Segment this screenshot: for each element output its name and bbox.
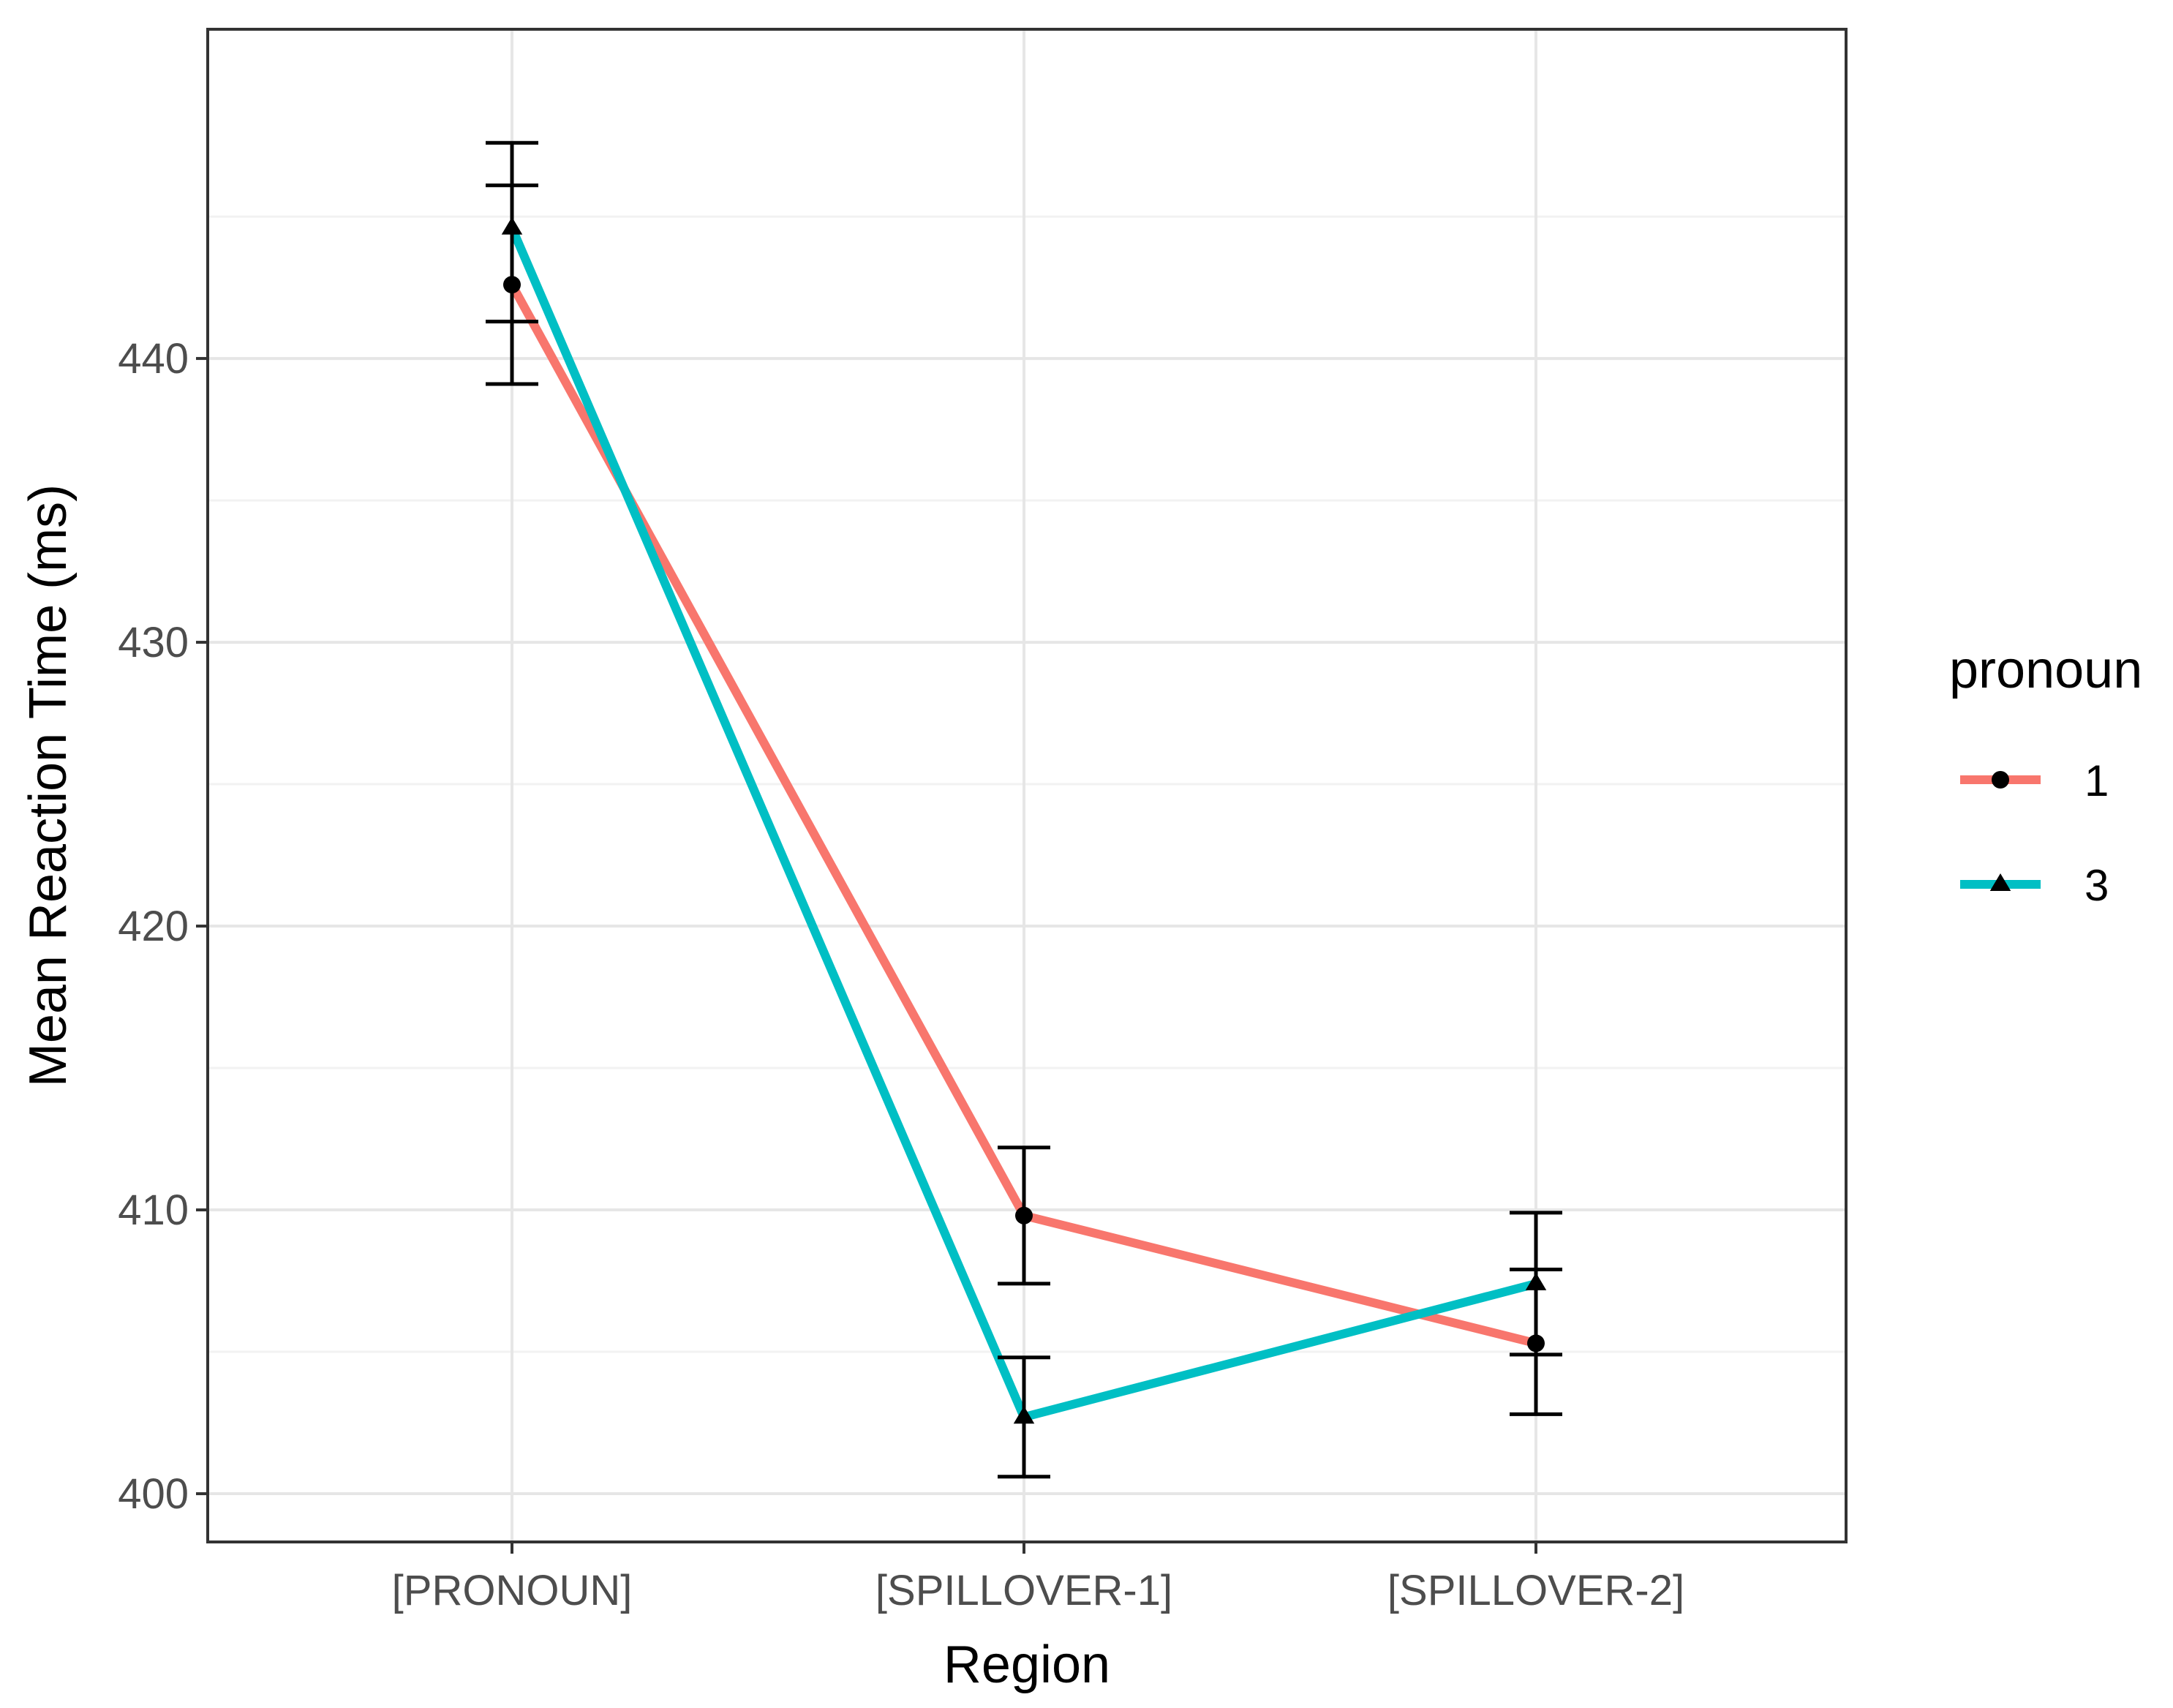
legend-title: pronoun <box>1949 641 2142 699</box>
point-3 <box>1525 1272 1547 1290</box>
x-tick-label: [SPILLOVER-2] <box>1387 1567 1684 1614</box>
point-3 <box>501 217 523 235</box>
x-tick-label: [SPILLOVER-1] <box>875 1567 1172 1614</box>
x-tick-label: [PRONOUN] <box>392 1567 633 1614</box>
point-3 <box>1013 1406 1035 1424</box>
markers <box>501 217 1547 1424</box>
y-tick-label: 430 <box>118 619 189 666</box>
legend-label-1: 1 <box>2085 756 2109 805</box>
x-axis-title: Region <box>944 1636 1110 1694</box>
y-axis: 400 410 420 430 440 <box>118 335 208 1518</box>
y-tick-label: 440 <box>118 335 189 383</box>
point-1 <box>503 276 521 294</box>
legend-key-marker-1 <box>1992 771 2009 789</box>
plot-panel <box>208 29 1846 1542</box>
y-tick-label: 420 <box>118 903 189 950</box>
point-1 <box>1527 1334 1545 1353</box>
legend-key-marker-3 <box>1989 873 2011 891</box>
legend: pronoun 1 3 <box>1949 641 2142 910</box>
x-axis: [PRONOUN] [SPILLOVER-1] [SPILLOVER-2] <box>392 1542 1684 1614</box>
grid-minor <box>208 215 1846 1353</box>
y-tick-label: 400 <box>118 1470 189 1518</box>
legend-label-3: 3 <box>2085 861 2109 910</box>
point-1 <box>1015 1206 1033 1224</box>
y-axis-title: Mean Reaction Time (ms) <box>19 484 78 1087</box>
y-tick-label: 410 <box>118 1186 189 1234</box>
plot-panel-border <box>206 28 1848 1543</box>
